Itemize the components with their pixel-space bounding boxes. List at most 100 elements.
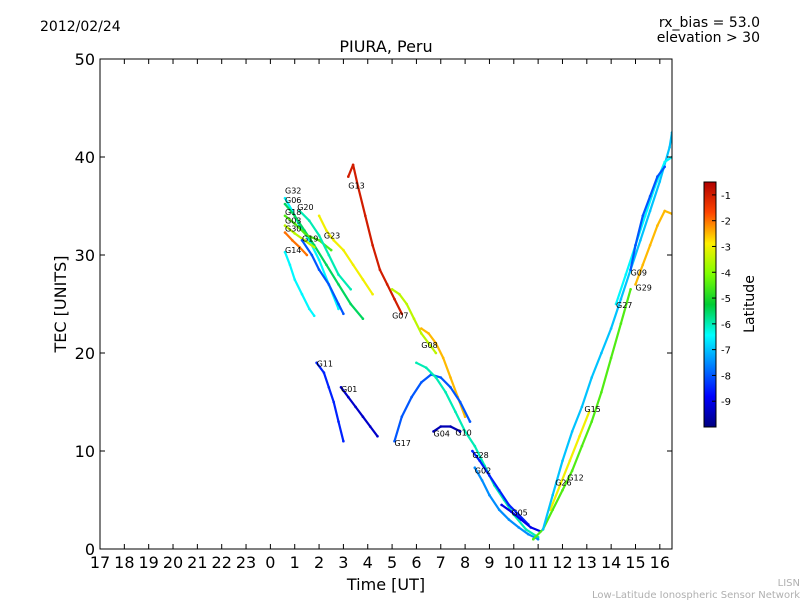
point-G19-4 <box>337 302 340 306</box>
point-G12-3 <box>578 435 581 438</box>
label-G28: G28 <box>472 451 488 460</box>
point-G02-0 <box>473 466 477 470</box>
point-G07-1 <box>398 292 401 296</box>
point-G18-4 <box>329 248 333 252</box>
x-tick-label: 3 <box>338 553 348 572</box>
point-G29-0 <box>634 283 637 286</box>
point-G26-8 <box>609 356 613 360</box>
point-G30-3 <box>305 253 309 257</box>
colorbar-label: Latitude <box>742 275 758 333</box>
point-G28-1 <box>478 459 482 463</box>
point-G02-2 <box>488 493 491 497</box>
colorbar-tick-label: -7 <box>721 346 731 357</box>
point-G10-2 <box>434 376 438 379</box>
label-G09: G09 <box>631 269 647 278</box>
point-G07-6 <box>434 351 438 355</box>
point-G27-1 <box>624 273 628 276</box>
colorbar-ticks: -1 -2 -3 -4 -5 -6 -7 -8 -9 <box>712 191 731 408</box>
point-G02-3 <box>497 508 501 512</box>
point-G07-3 <box>412 317 416 321</box>
point-G11-3 <box>332 400 336 404</box>
label-G13: G13 <box>348 181 364 190</box>
point-G04-3 <box>458 430 462 433</box>
colorbar-tick-label: -1 <box>721 191 731 202</box>
point-G10-0 <box>415 361 418 365</box>
point-G15-2 <box>561 459 564 463</box>
point-G09-5 <box>663 165 666 169</box>
point-G06-0 <box>283 202 287 206</box>
series-G26 <box>532 288 632 541</box>
point-G23-2 <box>332 239 336 242</box>
label-G11: G11 <box>317 360 333 369</box>
point-G07-2 <box>405 302 409 306</box>
point-G06-5 <box>337 283 340 286</box>
label-G17: G17 <box>395 439 411 448</box>
point-G20-3 <box>327 253 331 257</box>
x-tick-label: 7 <box>436 553 446 572</box>
point-G20-2 <box>317 234 321 237</box>
label-G20: G20 <box>297 203 313 212</box>
y-tick-label: 40 <box>75 148 95 167</box>
point-G11-0 <box>315 361 318 365</box>
point-G01-2 <box>354 405 357 409</box>
y-tick-label: 20 <box>75 344 95 363</box>
point-G06-1 <box>293 214 297 218</box>
x-tick-label: 6 <box>411 553 421 572</box>
point-G11-4 <box>337 420 340 423</box>
point-G05-1 <box>510 510 513 514</box>
series-G30 <box>283 231 308 257</box>
point-G26-6 <box>590 420 593 423</box>
point-G04-1 <box>439 425 443 428</box>
point-G03-0 <box>283 224 287 227</box>
label-G12: G12 <box>567 473 583 482</box>
series-G01 <box>339 386 379 438</box>
series-G09 <box>629 165 666 271</box>
point-G06-4 <box>325 263 328 267</box>
label-G06: G06 <box>285 196 301 205</box>
point-G08-4 <box>449 376 452 379</box>
point-G26-9 <box>619 322 623 325</box>
colorbar-tick-label: -9 <box>721 397 731 408</box>
label-G10: G10 <box>455 428 471 437</box>
point-G23-4 <box>351 263 355 267</box>
series-G19 <box>300 239 345 315</box>
point-G30-2 <box>298 245 301 249</box>
label-G32: G32 <box>285 186 301 195</box>
series-G29 <box>634 209 672 286</box>
rx-bias-label: rx_bias = 53.0 <box>659 15 760 31</box>
point-G14-5 <box>312 314 316 318</box>
point-G08-1 <box>427 332 430 335</box>
point-G30-1 <box>291 239 294 242</box>
label-G14: G14 <box>285 246 301 255</box>
point-G29-1 <box>641 263 645 267</box>
point-G19-3 <box>327 283 331 286</box>
point-G20-0 <box>298 209 301 213</box>
series-G06 <box>283 202 364 320</box>
point-G19-2 <box>317 268 321 272</box>
x-tick-label: 23 <box>236 553 256 572</box>
colorbar-tick-label: -8 <box>721 371 731 382</box>
point-G14-0 <box>283 250 287 254</box>
label-G05: G05 <box>511 509 527 518</box>
point-G29-2 <box>648 243 652 247</box>
point-G01-4 <box>368 425 372 428</box>
point-G29-3 <box>656 224 659 227</box>
point-G12-2 <box>568 459 572 463</box>
point-G19-5 <box>342 312 345 316</box>
point-G13-0 <box>347 175 350 178</box>
point-G15-8 <box>619 297 623 301</box>
point-G13-5 <box>378 268 382 272</box>
x-tick-label: 14 <box>601 553 621 572</box>
point-G18-0 <box>283 214 287 218</box>
point-G03-2 <box>303 239 306 242</box>
x-tick-label: 22 <box>212 553 232 572</box>
point-G26-2 <box>551 508 554 512</box>
point-G15-5 <box>590 376 593 379</box>
y-tick-label: 0 <box>85 540 95 559</box>
series-G02 <box>473 466 540 541</box>
point-G15-3 <box>570 430 574 433</box>
point-G10-6 <box>473 444 477 448</box>
point-G15-7 <box>609 327 613 330</box>
point-G17-0 <box>393 439 396 443</box>
point-G30-0 <box>283 231 287 234</box>
